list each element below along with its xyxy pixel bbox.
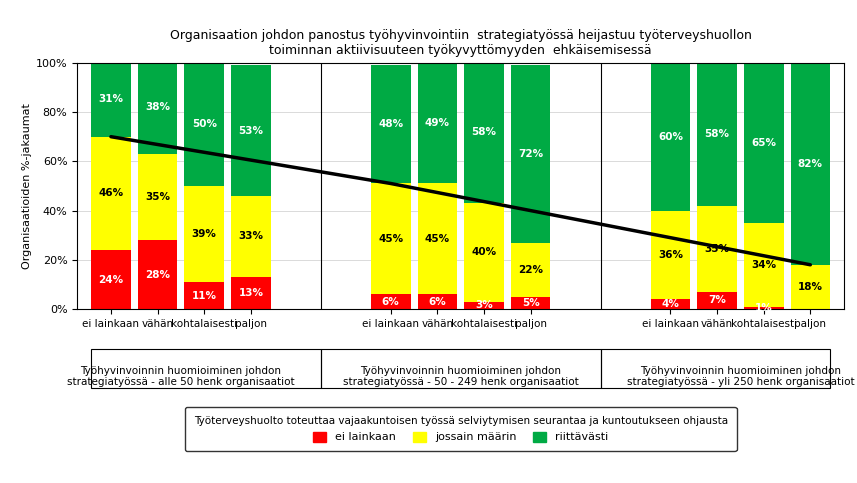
Bar xyxy=(184,186,224,282)
Bar xyxy=(698,63,737,206)
Text: 60%: 60% xyxy=(658,132,683,142)
Text: 6%: 6% xyxy=(382,297,399,307)
Bar xyxy=(371,184,411,294)
Text: 6%: 6% xyxy=(428,297,446,307)
Text: 58%: 58% xyxy=(704,129,729,139)
Text: Työhyvinvoinnin huomioiminen johdon
strategiatyössä - 50 - 249 henk organisaatio: Työhyvinvoinnin huomioiminen johdon stra… xyxy=(343,366,578,387)
Title: Organisaation johdon panostus työhyvinvointiin  strategiatyössä heijastuu työter: Organisaation johdon panostus työhyvinvo… xyxy=(170,29,752,57)
Bar xyxy=(650,299,690,309)
Bar xyxy=(91,349,321,388)
Text: Työhyvinvoinnin huomioiminen johdon
strategiatyössä - alle 50 henk organisaatiot: Työhyvinvoinnin huomioiminen johdon stra… xyxy=(67,366,295,387)
Text: 36%: 36% xyxy=(658,250,683,260)
Bar xyxy=(184,63,224,186)
Text: 1%: 1% xyxy=(755,303,773,313)
Bar xyxy=(138,60,177,154)
Bar xyxy=(417,63,457,184)
Bar xyxy=(601,349,830,388)
Text: 28%: 28% xyxy=(145,270,170,280)
Text: 22%: 22% xyxy=(518,265,543,275)
Bar xyxy=(231,196,271,277)
Bar xyxy=(698,292,737,309)
Bar xyxy=(790,63,830,265)
Bar xyxy=(650,211,690,299)
Text: 82%: 82% xyxy=(798,159,823,169)
Bar xyxy=(744,307,783,309)
Text: 31%: 31% xyxy=(99,94,123,103)
Text: 35%: 35% xyxy=(145,192,170,202)
Bar xyxy=(511,242,550,297)
Text: 13%: 13% xyxy=(238,288,263,298)
Bar xyxy=(744,223,783,307)
Text: 11%: 11% xyxy=(192,291,217,300)
Bar xyxy=(511,65,550,242)
Text: 58%: 58% xyxy=(471,127,496,137)
Bar xyxy=(371,294,411,309)
Bar xyxy=(231,277,271,309)
Bar xyxy=(91,137,131,250)
Text: 4%: 4% xyxy=(662,299,680,309)
Text: 46%: 46% xyxy=(99,188,123,199)
Bar xyxy=(91,250,131,309)
Text: 38%: 38% xyxy=(145,102,170,112)
Bar xyxy=(464,302,504,309)
Bar xyxy=(744,63,783,223)
Text: 40%: 40% xyxy=(471,247,496,257)
Bar xyxy=(417,294,457,309)
Bar xyxy=(650,63,690,211)
Bar xyxy=(417,184,457,294)
Bar xyxy=(184,282,224,309)
Text: 5%: 5% xyxy=(522,298,539,308)
Bar xyxy=(464,60,504,203)
Bar xyxy=(698,206,737,292)
Bar xyxy=(91,60,131,137)
Bar xyxy=(371,65,411,184)
Text: 45%: 45% xyxy=(378,234,404,244)
Text: 3%: 3% xyxy=(475,300,493,311)
Text: 53%: 53% xyxy=(238,126,263,136)
Bar xyxy=(138,154,177,240)
Text: 7%: 7% xyxy=(708,296,726,306)
Text: 49%: 49% xyxy=(425,118,450,128)
Text: 72%: 72% xyxy=(518,149,543,159)
Y-axis label: Organisaatioiden %-jakaumat: Organisaatioiden %-jakaumat xyxy=(21,103,32,269)
Bar xyxy=(138,240,177,309)
Text: 48%: 48% xyxy=(378,119,404,129)
Text: 24%: 24% xyxy=(99,274,123,284)
Text: Työhyvinvoinnin huomioiminen johdon
strategiatyössä - yli 250 henk organisaatiot: Työhyvinvoinnin huomioiminen johdon stra… xyxy=(626,366,854,387)
Bar xyxy=(790,265,830,309)
Bar xyxy=(231,65,271,196)
Text: 35%: 35% xyxy=(704,244,729,254)
Text: 50%: 50% xyxy=(192,119,217,129)
Bar xyxy=(464,203,504,302)
Text: 33%: 33% xyxy=(238,231,263,242)
Text: 39%: 39% xyxy=(192,229,217,239)
Text: 45%: 45% xyxy=(425,234,450,244)
Text: 18%: 18% xyxy=(798,282,823,292)
Legend: ei lainkaan, jossain määrin, riittävästi: ei lainkaan, jossain määrin, riittävästi xyxy=(185,407,736,451)
Bar xyxy=(511,297,550,309)
Text: 34%: 34% xyxy=(751,260,776,270)
Bar xyxy=(321,349,601,388)
Text: 65%: 65% xyxy=(752,138,776,148)
